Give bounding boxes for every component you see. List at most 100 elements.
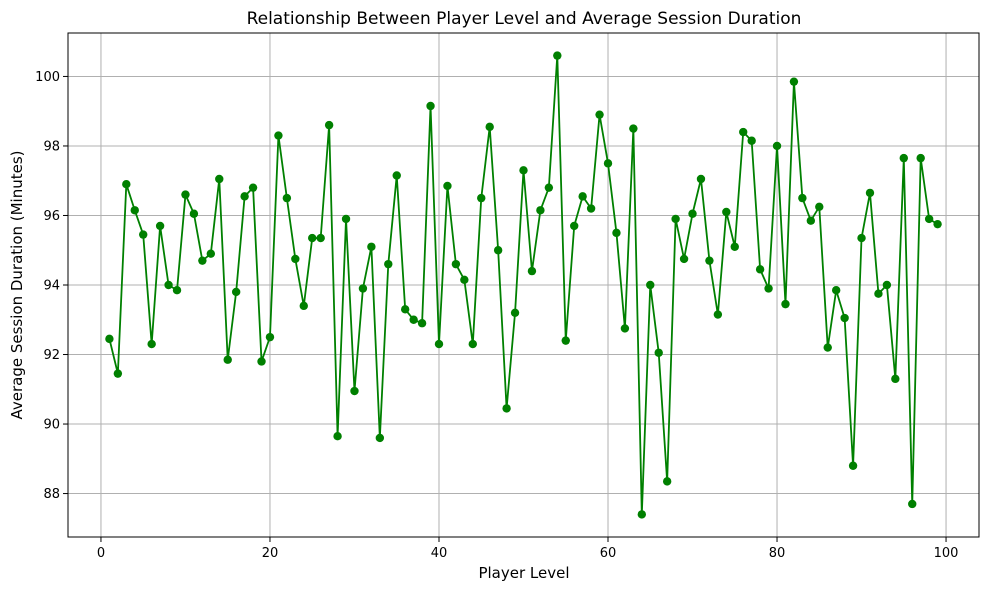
y-tick-label: 92 xyxy=(43,348,60,363)
data-point xyxy=(671,214,680,224)
data-point xyxy=(620,324,630,333)
data-point xyxy=(392,171,401,180)
data-point xyxy=(578,192,587,201)
data-point xyxy=(223,355,232,364)
chart-title: Relationship Between Player Level and Av… xyxy=(247,9,802,29)
data-point xyxy=(485,122,494,132)
data-point xyxy=(248,183,258,192)
data-point xyxy=(189,209,199,218)
data-point xyxy=(688,209,697,218)
data-point xyxy=(350,386,359,396)
data-point xyxy=(696,174,706,184)
data-point xyxy=(460,275,469,284)
data-point xyxy=(798,193,807,203)
data-point xyxy=(502,404,511,413)
y-tick-label: 88 xyxy=(43,487,60,502)
data-point xyxy=(747,136,756,145)
data-point xyxy=(409,315,418,324)
x-tick-label: 0 xyxy=(97,546,105,561)
data-point xyxy=(367,242,376,251)
data-point xyxy=(519,166,528,175)
data-point xyxy=(274,131,283,140)
data-point xyxy=(139,230,148,239)
data-point xyxy=(333,432,342,441)
data-point xyxy=(215,174,224,184)
data-point xyxy=(536,206,545,215)
data-point xyxy=(823,343,832,352)
data-point xyxy=(662,477,672,486)
data-point xyxy=(831,286,841,295)
series xyxy=(105,51,942,519)
x-tick-label: 60 xyxy=(600,546,617,561)
data-point xyxy=(570,221,579,231)
data-point xyxy=(477,193,486,203)
data-point xyxy=(637,510,647,519)
data-point xyxy=(739,127,748,137)
data-point xyxy=(493,246,503,255)
x-tick-label: 80 xyxy=(769,546,786,561)
x-tick-label: 20 xyxy=(262,546,279,561)
data-point xyxy=(603,159,613,168)
data-point xyxy=(206,249,216,258)
data-point xyxy=(679,254,689,264)
data-point xyxy=(561,336,570,345)
data-point xyxy=(595,110,604,119)
data-point xyxy=(722,207,731,217)
x-tick-label: 100 xyxy=(934,546,959,561)
data-point xyxy=(105,334,114,344)
data-point xyxy=(527,266,537,276)
data-point xyxy=(713,310,723,319)
data-point xyxy=(400,305,410,314)
data-point xyxy=(789,77,799,86)
data-point xyxy=(181,190,190,199)
data-point xyxy=(291,254,300,264)
data-point xyxy=(654,348,663,357)
x-axis-ticks: 0 20 40 60 80 100 xyxy=(97,537,959,561)
data-point xyxy=(865,188,875,198)
data-point xyxy=(705,256,714,265)
data-point xyxy=(764,284,773,293)
data-point xyxy=(840,313,849,323)
data-point xyxy=(443,181,452,191)
data-point xyxy=(375,433,385,443)
data-point xyxy=(257,357,266,366)
data-point xyxy=(857,233,866,243)
data-point xyxy=(198,256,207,265)
data-point xyxy=(164,280,173,290)
data-point xyxy=(147,339,156,349)
x-tick-label: 40 xyxy=(431,546,448,561)
data-point xyxy=(358,284,368,293)
y-tick-label: 98 xyxy=(43,139,60,154)
data-point xyxy=(341,214,351,224)
data-point xyxy=(316,233,325,243)
data-point xyxy=(434,339,444,349)
y-tick-label: 100 xyxy=(35,70,60,85)
data-point xyxy=(172,286,182,295)
data-point xyxy=(781,299,790,309)
data-point xyxy=(240,192,249,201)
data-point xyxy=(848,461,858,470)
data-point xyxy=(468,339,477,349)
data-point xyxy=(324,120,334,130)
data-point xyxy=(586,204,596,213)
data-point xyxy=(553,51,562,60)
data-point xyxy=(916,153,925,163)
data-point xyxy=(282,193,292,203)
data-point xyxy=(874,289,883,298)
data-point xyxy=(629,124,638,133)
data-point xyxy=(806,216,816,225)
y-tick-label: 90 xyxy=(43,418,60,433)
data-point xyxy=(899,153,908,163)
data-point xyxy=(417,319,427,328)
data-point xyxy=(924,214,934,224)
data-point xyxy=(646,280,655,290)
data-point xyxy=(730,242,739,251)
data-point xyxy=(308,233,317,243)
data-point xyxy=(130,206,139,215)
y-tick-label: 96 xyxy=(43,209,60,224)
data-point xyxy=(544,183,554,192)
data-point xyxy=(612,228,621,238)
data-point xyxy=(299,301,308,311)
data-point xyxy=(122,180,131,189)
data-point xyxy=(891,374,900,384)
